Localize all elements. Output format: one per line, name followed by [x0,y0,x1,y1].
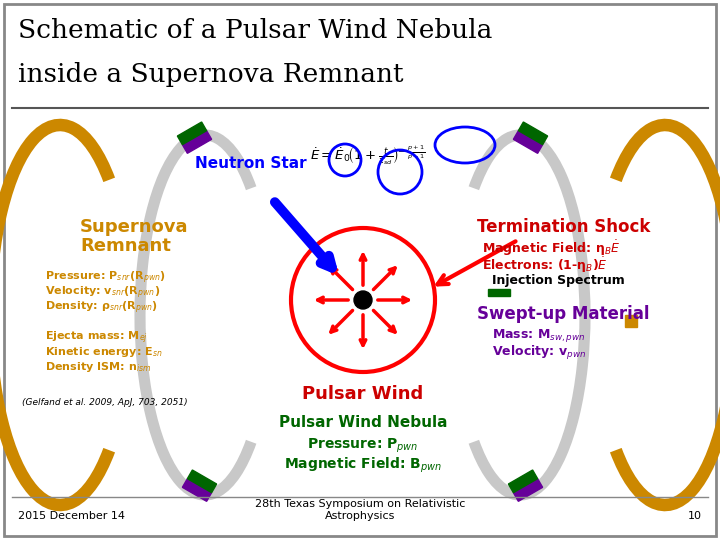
Text: Mass: M$_{sw,pwn}$: Mass: M$_{sw,pwn}$ [492,327,585,344]
Text: inside a Supernova Remnant: inside a Supernova Remnant [18,62,403,87]
Text: (Gelfand et al. 2009, ApJ, 703, 2051): (Gelfand et al. 2009, ApJ, 703, 2051) [22,398,188,407]
Text: Density: ρ$_{snr}$(R$_{pwn}$): Density: ρ$_{snr}$(R$_{pwn}$) [45,300,158,316]
Text: $\dot{E} = \dot{E}_0\!\left(1+\frac{t}{\tau_{sd}}\right)^{\!\!-\frac{p+1}{p-1}}$: $\dot{E} = \dot{E}_0\!\left(1+\frac{t}{\… [310,143,426,167]
Text: Swept-up Material: Swept-up Material [477,305,649,323]
Bar [518,122,548,145]
Text: Ejecta mass: M$_{ej}$: Ejecta mass: M$_{ej}$ [45,330,148,346]
Bar [488,289,510,296]
Text: 2015 December 14: 2015 December 14 [18,511,125,521]
Text: Neutron Star: Neutron Star [195,156,307,171]
Text: Schematic of a Pulsar Wind Nebula: Schematic of a Pulsar Wind Nebula [18,18,492,43]
FancyBboxPatch shape [4,4,716,536]
Text: Magnetic Field: B$_{pwn}$: Magnetic Field: B$_{pwn}$ [284,456,442,475]
Text: Velocity: v$_{pwn}$: Velocity: v$_{pwn}$ [492,344,586,362]
Text: Supernova: Supernova [80,218,189,236]
Bar [513,131,543,153]
Text: Injection Spectrum: Injection Spectrum [492,274,625,287]
Text: Pulsar Wind: Pulsar Wind [302,385,423,403]
Bar [177,122,207,145]
Text: Kinetic energy: E$_{sn}$: Kinetic energy: E$_{sn}$ [45,345,163,359]
Bar [182,478,212,501]
Bar [513,478,543,501]
Text: 28th Texas Symposium on Relativistic
Astrophysics: 28th Texas Symposium on Relativistic Ast… [255,499,465,521]
Text: Magnetic Field: η$_B$$\dot{E}$: Magnetic Field: η$_B$$\dot{E}$ [482,238,621,258]
Text: Pulsar Wind Nebula: Pulsar Wind Nebula [279,415,447,430]
Bar [625,315,637,327]
Text: Density ISM: n$_{ism}$: Density ISM: n$_{ism}$ [45,360,151,374]
Circle shape [354,291,372,309]
Bar [508,470,538,492]
Text: Electrons: (1-η$_B$)$\dot{E}$: Electrons: (1-η$_B$)$\dot{E}$ [482,255,608,274]
Bar [182,131,212,153]
Text: Termination Shock: Termination Shock [477,218,650,236]
Text: Velocity: v$_{snr}$(R$_{pwn}$): Velocity: v$_{snr}$(R$_{pwn}$) [45,285,160,301]
Text: 10: 10 [688,511,702,521]
Bar [187,470,217,492]
Text: Pressure: P$_{snr}$(R$_{pwn}$): Pressure: P$_{snr}$(R$_{pwn}$) [45,270,166,286]
Text: Pressure: P$_{pwn}$: Pressure: P$_{pwn}$ [307,437,419,455]
Text: Remnant: Remnant [80,237,171,255]
